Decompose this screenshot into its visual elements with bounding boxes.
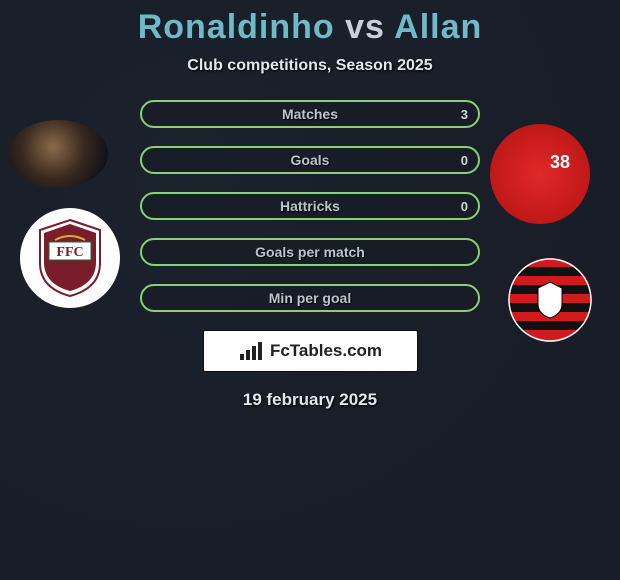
subtitle: Club competitions, Season 2025	[0, 57, 620, 75]
stat-bar-goals-per-match: Goals per match	[140, 238, 480, 266]
page-title: Ronaldinho vs Allan	[0, 8, 620, 47]
flamengo-crest-icon	[508, 258, 592, 342]
club2-crest	[500, 250, 600, 350]
player2-avatar: 38	[490, 124, 590, 224]
stat-right-value: 0	[461, 153, 468, 168]
vs-label: vs	[345, 8, 385, 46]
stat-label: Goals	[291, 152, 330, 168]
player2-shirt-number: 38	[550, 152, 570, 173]
club1-crest: FFC	[20, 208, 120, 308]
player1-name: Ronaldinho	[138, 8, 335, 46]
stat-label: Min per goal	[269, 290, 351, 306]
stat-right-value: 0	[461, 199, 468, 214]
stat-bar-goals: Goals 0	[140, 146, 480, 174]
stat-label: Goals per match	[255, 244, 365, 260]
player1-avatar	[8, 120, 108, 188]
stat-label: Matches	[282, 106, 338, 122]
svg-text:FFC: FFC	[56, 245, 83, 260]
player2-name: Allan	[394, 8, 482, 46]
bars-chart-icon	[238, 340, 264, 362]
date-label: 19 february 2025	[0, 390, 620, 410]
stat-bars: Matches 3 Goals 0 Hattricks 0 Goals per …	[140, 100, 480, 312]
stat-bar-matches: Matches 3	[140, 100, 480, 128]
stat-bar-hattricks: Hattricks 0	[140, 192, 480, 220]
stat-label: Hattricks	[280, 198, 340, 214]
brand-box: FcTables.com	[203, 330, 418, 372]
brand-text: FcTables.com	[270, 341, 382, 361]
stat-right-value: 3	[461, 107, 468, 122]
stat-bar-min-per-goal: Min per goal	[140, 284, 480, 312]
fluminense-crest-icon: FFC	[35, 218, 105, 298]
